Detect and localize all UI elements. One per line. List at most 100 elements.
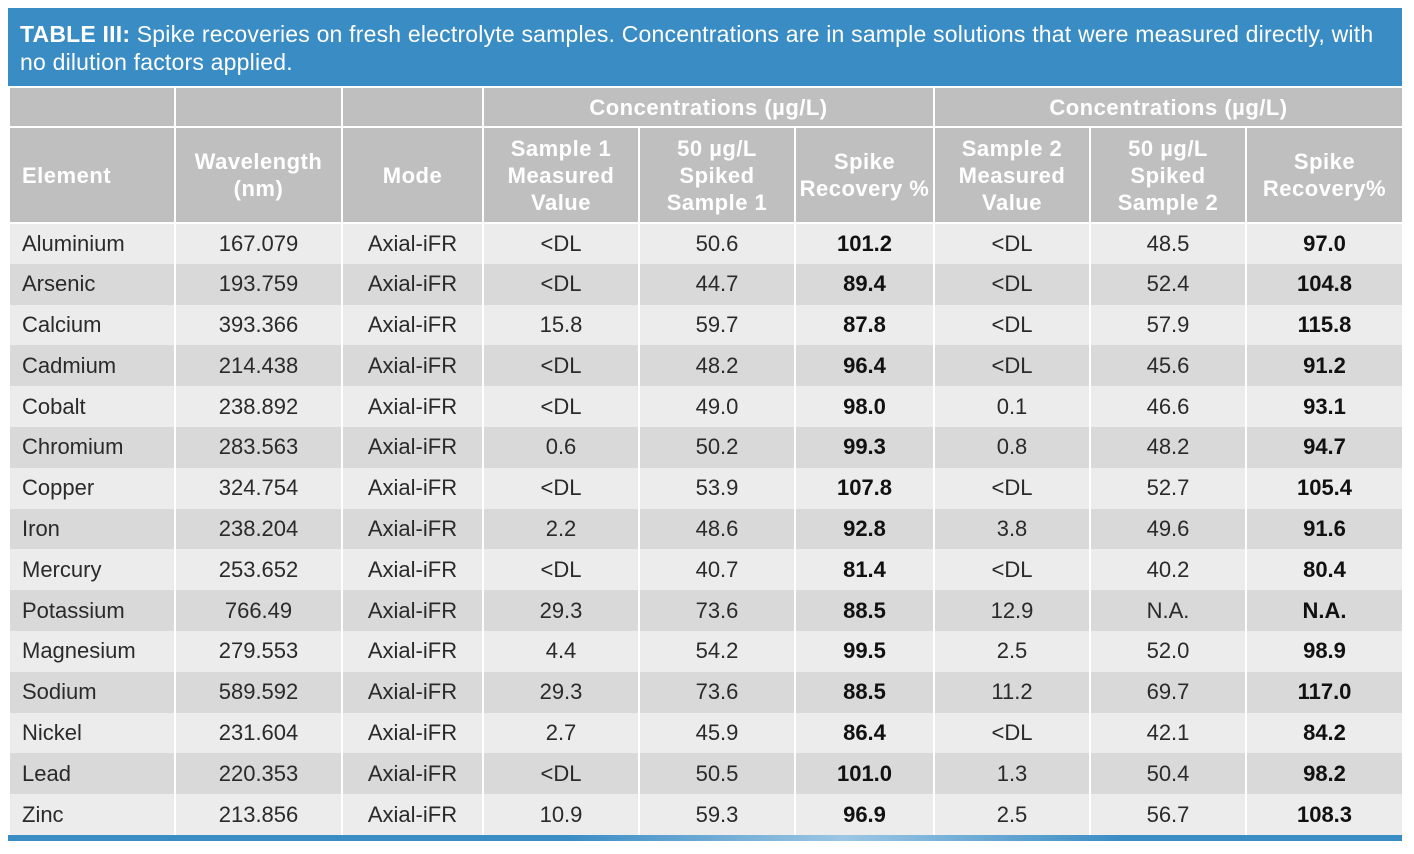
cell-mode: Axial-iFR [341,345,484,387]
cell-s2-spiked: 52.0 [1089,630,1247,672]
header-blank-mode [341,86,484,128]
cell-wavelength: 231.604 [174,712,343,754]
cell-s2-recovery: 98.2 [1245,753,1404,795]
cell-s2-recovery: 80.4 [1245,549,1404,591]
cell-s2-spiked: 52.7 [1089,467,1247,509]
cell-element: Calcium [8,304,176,346]
cell-s1-recovery: 99.5 [794,630,935,672]
cell-mode: Axial-iFR [341,467,484,509]
cell-s2-recovery: 84.2 [1245,712,1404,754]
cell-mode: Axial-iFR [341,794,484,835]
cell-s2-recovery: 93.1 [1245,386,1404,427]
cell-wavelength: 213.856 [174,794,343,835]
cell-s2-spiked: 45.6 [1089,345,1247,387]
cell-s2-recovery: 98.9 [1245,630,1404,672]
cell-s2-measured: <DL [933,549,1091,591]
cell-s1-spiked: 44.7 [638,263,796,305]
table-row: Sodium 589.592 Axial-iFR 29.3 73.6 88.5 11.2 69… [8,671,1404,713]
cell-element: Magnesium [8,630,176,672]
header-s1-spiked: 50 µg/L Spiked Sample 1 [638,126,796,224]
cell-wavelength: 238.892 [174,386,343,427]
cell-s1-recovery: 92.8 [794,508,935,550]
cell-s2-measured: <DL [933,304,1091,346]
cell-s1-spiked: 49.0 [638,386,796,427]
table-row: Copper 324.754 Axial-iFR <DL 53.9 107.8 <DL 52.… [8,467,1404,509]
cell-s1-spiked: 59.3 [638,794,796,835]
cell-s2-recovery: 105.4 [1245,467,1404,509]
cell-s1-spiked: 73.6 [638,671,796,713]
table-row: Arsenic 193.759 Axial-iFR <DL 44.7 89.4 <DL 52.… [8,263,1404,305]
cell-mode: Axial-iFR [341,712,484,754]
cell-wavelength: 214.438 [174,345,343,387]
table-container: TABLE III: Spike recoveries on fresh ele… [8,8,1404,841]
cell-s1-recovery: 96.4 [794,345,935,387]
cell-mode: Axial-iFR [341,590,484,631]
cell-element: Iron [8,508,176,550]
cell-s2-recovery: 94.7 [1245,426,1404,468]
header-group-sample1: Concentrations (µg/L) [482,86,935,128]
cell-s1-spiked: 48.6 [638,508,796,550]
cell-s2-measured: 2.5 [933,630,1091,672]
cell-s1-measured: <DL [482,223,640,264]
header-s1-measured: Sample 1 Measured Value [482,126,640,224]
cell-s1-spiked: 50.6 [638,223,796,264]
table-row: Magnesium 279.553 Axial-iFR 4.4 54.2 99.5 2.5 5… [8,630,1404,672]
cell-s2-spiked: 56.7 [1089,794,1247,835]
cell-s1-spiked: 45.9 [638,712,796,754]
cell-s1-spiked: 50.2 [638,426,796,468]
cell-s1-measured: 29.3 [482,671,640,713]
cell-wavelength: 283.563 [174,426,343,468]
cell-element: Chromium [8,426,176,468]
bottom-accent-bar [8,834,1402,841]
cell-s2-spiked: 46.6 [1089,386,1247,427]
table-body: Aluminium 167.079 Axial-iFR <DL 50.6 101.2 <DL… [8,223,1404,835]
cell-s2-measured: <DL [933,345,1091,387]
cell-element: Potassium [8,590,176,631]
cell-element: Lead [8,753,176,795]
cell-s2-spiked: 49.6 [1089,508,1247,550]
cell-wavelength: 324.754 [174,467,343,509]
table-row: Mercury 253.652 Axial-iFR <DL 40.7 81.4 <DL 40.… [8,549,1404,591]
cell-s2-measured: <DL [933,263,1091,305]
header-group-sample2: Concentrations (µg/L) [933,86,1404,128]
cell-s2-spiked: 48.2 [1089,426,1247,468]
cell-element: Cobalt [8,386,176,427]
cell-mode: Axial-iFR [341,508,484,550]
cell-s2-recovery: N.A. [1245,590,1404,631]
header-s2-measured: Sample 2 Measured Value [933,126,1091,224]
cell-s2-spiked: N.A. [1089,590,1247,631]
cell-element: Sodium [8,671,176,713]
cell-s1-recovery: 89.4 [794,263,935,305]
cell-s1-recovery: 88.5 [794,671,935,713]
header-s1-recovery: Spike Recovery % [794,126,935,224]
header-blank-wavelength [174,86,343,128]
cell-s2-measured: 1.3 [933,753,1091,795]
cell-s2-spiked: 52.4 [1089,263,1247,305]
cell-s1-spiked: 59.7 [638,304,796,346]
cell-s2-recovery: 91.2 [1245,345,1404,387]
cell-s2-measured: 2.5 [933,794,1091,835]
table-row: Cadmium 214.438 Axial-iFR <DL 48.2 96.4 <DL 45.… [8,345,1404,387]
cell-s1-spiked: 54.2 [638,630,796,672]
caption-label: TABLE III: [20,21,131,47]
cell-s2-measured: 12.9 [933,590,1091,631]
table-row: Potassium 766.49 Axial-iFR 29.3 73.6 88.5 12.9… [8,590,1404,631]
cell-s1-recovery: 81.4 [794,549,935,591]
table-row: Calcium 393.366 Axial-iFR 15.8 59.7 87.8 <DL 57… [8,304,1404,346]
cell-s1-measured: 2.7 [482,712,640,754]
cell-s1-recovery: 98.0 [794,386,935,427]
cell-s2-spiked: 48.5 [1089,223,1247,264]
cell-s1-measured: <DL [482,467,640,509]
cell-mode: Axial-iFR [341,223,484,264]
cell-wavelength: 393.366 [174,304,343,346]
cell-mode: Axial-iFR [341,549,484,591]
cell-wavelength: 766.49 [174,590,343,631]
cell-s2-measured: 0.1 [933,386,1091,427]
cell-s1-measured: 29.3 [482,590,640,631]
cell-s1-recovery: 107.8 [794,467,935,509]
cell-s2-recovery: 104.8 [1245,263,1404,305]
table-row: Nickel 231.604 Axial-iFR 2.7 45.9 86.4 <DL 42.1… [8,712,1404,754]
cell-mode: Axial-iFR [341,753,484,795]
cell-element: Cadmium [8,345,176,387]
table-row: Zinc 213.856 Axial-iFR 10.9 59.3 96.9 2.5 56.7 1… [8,794,1404,835]
